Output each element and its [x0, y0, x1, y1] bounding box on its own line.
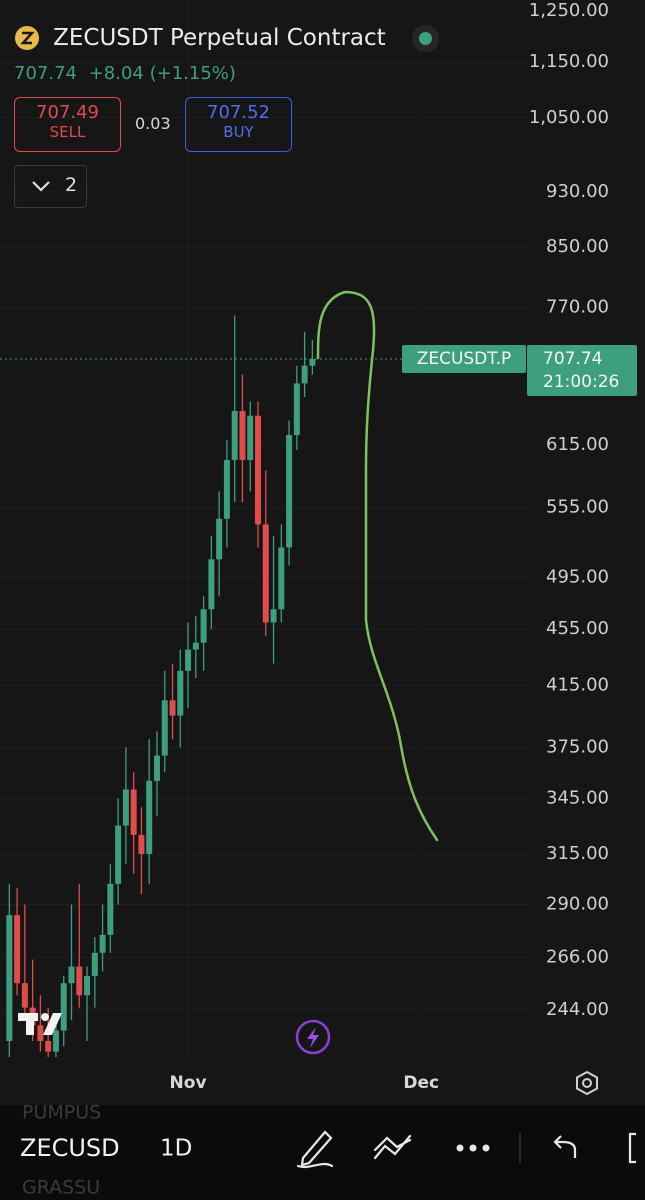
- candle-body: [68, 966, 75, 984]
- watchlist-item[interactable]: PUMPUS: [22, 1102, 101, 1124]
- y-tick-label: 266.00: [546, 946, 609, 967]
- y-tick-label: 244.00: [546, 999, 609, 1020]
- toolbar-symbol[interactable]: ZECUSD: [20, 1134, 120, 1162]
- candle-body: [293, 383, 300, 435]
- candle-body: [270, 609, 277, 623]
- candle-body: [309, 358, 316, 366]
- price-line: 707.74 +8.04 (+1.15%): [14, 63, 236, 84]
- candle-body: [239, 411, 246, 460]
- candle-body: [169, 700, 176, 716]
- candle-body: [60, 983, 67, 1031]
- candle-body: [301, 365, 308, 384]
- sell-price: 707.49: [36, 102, 99, 123]
- more-button[interactable]: [456, 1144, 490, 1152]
- countdown: 21:00:26: [543, 372, 619, 392]
- y-tick-label: 345.00: [546, 787, 609, 808]
- candle-body: [130, 789, 137, 835]
- tradingview-logo: [18, 1013, 62, 1035]
- undo-button[interactable]: [553, 1135, 577, 1158]
- candle-body: [37, 1025, 44, 1041]
- symbol-title[interactable]: ZECUSDT Perpetual Contract: [53, 25, 386, 51]
- y-tick-label: 1,250.00: [529, 0, 609, 21]
- chevron: [32, 181, 50, 192]
- candle-body: [262, 524, 269, 623]
- candle-body: [185, 649, 192, 671]
- candle-body: [286, 434, 293, 548]
- candle-body: [107, 883, 114, 935]
- candle-body: [45, 1040, 52, 1052]
- sell-button[interactable]: 707.49 SELL: [14, 97, 121, 152]
- candle-body: [223, 459, 230, 519]
- y-tick-label: 555.00: [546, 497, 609, 518]
- y-tick-label: 770.00: [546, 296, 609, 317]
- candle-body: [192, 642, 199, 650]
- price-tag: ZECUSDT.P: [417, 349, 512, 369]
- indicator-button[interactable]: [373, 1134, 412, 1160]
- candle-body: [231, 411, 238, 460]
- price-change: +8.04 (+1.15%): [88, 63, 236, 84]
- watchlist-item[interactable]: GRASSU: [22, 1177, 100, 1199]
- candle-body: [6, 915, 13, 1041]
- candle-body: [91, 952, 98, 977]
- y-tick-label: 495.00: [546, 567, 609, 588]
- y-tick-label: 1,150.00: [529, 51, 609, 72]
- candle-body: [52, 1030, 59, 1052]
- drawn-annotation: [316, 290, 439, 842]
- symbol-header: ZECUSDT Perpetual Contract: [14, 24, 432, 52]
- price-label-box: [527, 344, 637, 396]
- candle-body: [255, 415, 261, 525]
- candle-body: [99, 934, 106, 953]
- coin-icon: [15, 26, 39, 50]
- y-tick-label: 615.00: [546, 434, 609, 455]
- candle-body: [177, 670, 184, 716]
- y-tick-label: 290.00: [546, 894, 609, 915]
- candle-body: [84, 976, 91, 996]
- buy-button[interactable]: 707.52 BUY: [185, 97, 292, 152]
- candle-body: [115, 825, 122, 884]
- settings-button[interactable]: [576, 1070, 598, 1096]
- candle-body: [161, 700, 168, 756]
- indicator-count: 2: [65, 174, 78, 196]
- candle-body: [216, 518, 223, 560]
- lightning-button[interactable]: [295, 1019, 331, 1055]
- x-tick-label: Dec: [403, 1073, 439, 1093]
- y-tick-label: 850.00: [546, 236, 609, 257]
- candle-body: [153, 755, 160, 781]
- y-tick-label: 375.00: [546, 736, 609, 757]
- candle-body: [122, 789, 129, 826]
- candle-body: [14, 915, 21, 984]
- fullscreen-button[interactable]: [628, 1132, 636, 1164]
- candle-body: [200, 609, 207, 643]
- candle-body: [76, 966, 83, 996]
- status-dot: [418, 31, 432, 45]
- candle-body: [138, 834, 145, 854]
- x-tick-label: Nov: [170, 1073, 207, 1093]
- candle-body: [278, 547, 285, 610]
- buy-label: BUY: [223, 123, 254, 141]
- candle-body: [247, 415, 254, 460]
- candle-body: [208, 559, 215, 610]
- y-tick-label: 930.00: [546, 181, 609, 202]
- last-price: 707.74: [14, 63, 77, 84]
- spread: 0.03: [135, 114, 171, 133]
- interval[interactable]: 1D: [160, 1136, 192, 1162]
- y-tick-label: 455.00: [546, 618, 609, 639]
- indicator-toggle[interactable]: 2: [14, 165, 87, 208]
- candle-body: [21, 983, 28, 1008]
- y-tick-label: 315.00: [546, 843, 609, 864]
- price-tag-box: [402, 344, 526, 373]
- buy-price: 707.52: [207, 102, 270, 123]
- y-tick-label: 415.00: [546, 674, 609, 695]
- y-tick-label: 1,050.00: [529, 107, 609, 128]
- candle-body: [146, 780, 153, 854]
- sell-label: SELL: [49, 123, 86, 141]
- price-label: 707.74: [543, 349, 602, 369]
- draw-button[interactable]: [296, 1130, 334, 1169]
- toolbar: [0, 1105, 645, 1200]
